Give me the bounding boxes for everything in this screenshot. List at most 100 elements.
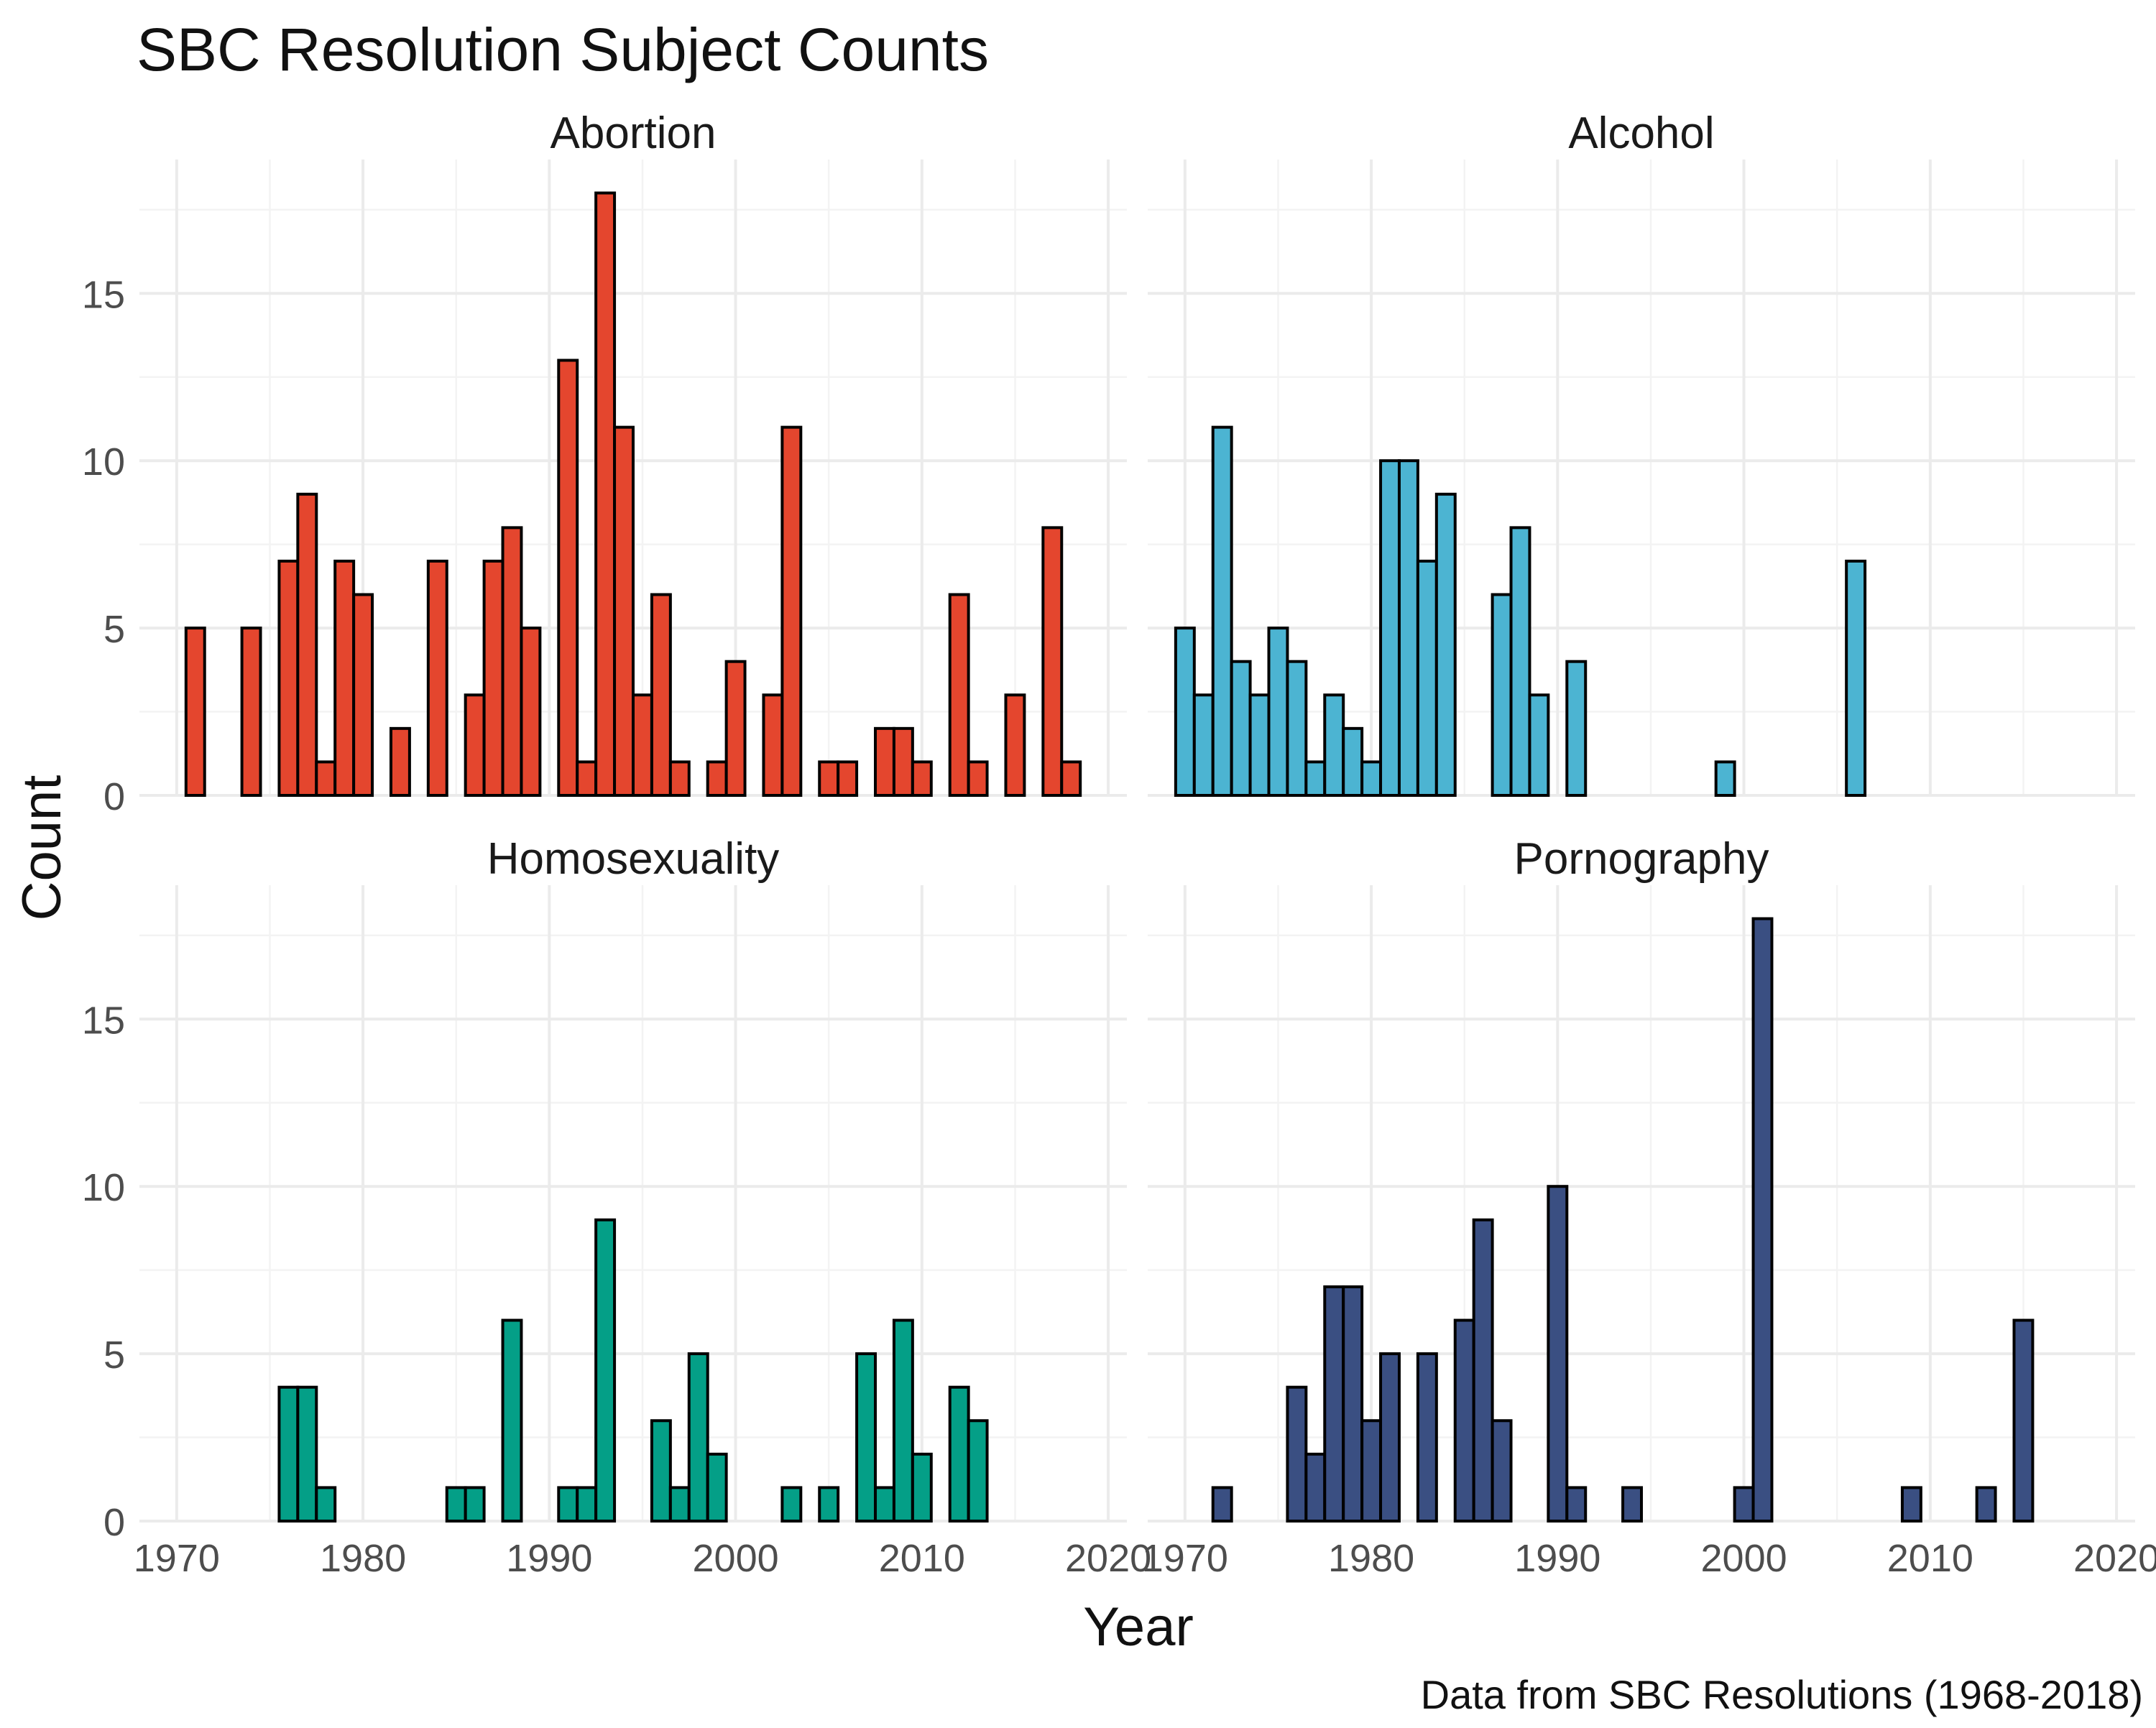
bar-alcohol-1970 <box>1174 627 1196 798</box>
x-tick-label: 2000 <box>1701 1537 1787 1580</box>
bar-homosexuality-2010 <box>911 1452 933 1523</box>
bar-abortion-1974 <box>240 627 262 798</box>
bar-alcohol-1988 <box>1509 526 1531 797</box>
bar-abortion-1992 <box>576 760 598 797</box>
bar-homosexuality-2008 <box>874 1486 895 1523</box>
bar-alcohol-1980 <box>1360 760 1383 797</box>
bar-abortion-2015 <box>1004 693 1026 798</box>
bar-abortion-2010 <box>911 760 933 797</box>
y-tick-label: 0 <box>103 1501 125 1544</box>
bar-alcohol-2006 <box>1845 559 1867 798</box>
x-tick-label: 2010 <box>879 1537 965 1580</box>
bar-homosexuality-1991 <box>557 1486 579 1523</box>
bar-homosexuality-2012 <box>948 1385 970 1523</box>
x-tick-label: 2020 <box>1065 1537 1151 1580</box>
bar-pornography-1986 <box>1472 1218 1494 1523</box>
bar-abortion-1982 <box>389 726 411 797</box>
x-tick-label: 2020 <box>2073 1537 2156 1580</box>
bar-homosexuality-1976 <box>277 1385 300 1523</box>
bar-abortion-2003 <box>780 425 803 797</box>
bar-abortion-2002 <box>762 693 784 798</box>
bar-alcohol-1976 <box>1286 660 1308 797</box>
bar-abortion-1980 <box>352 593 374 797</box>
x-tick-label: 1990 <box>506 1537 592 1580</box>
y-tick-label: 5 <box>103 608 125 651</box>
y-axis-title: Count <box>11 775 73 921</box>
x-tick-label: 1970 <box>1142 1537 1228 1580</box>
bar-alcohol-1977 <box>1304 760 1327 797</box>
caption: Data from SBC Resolutions (1968-2018) <box>1421 1672 2143 1717</box>
bar-homosexuality-1998 <box>687 1352 709 1523</box>
chart-title: SBC Resolution Subject Counts <box>137 16 989 83</box>
bar-pornography-2013 <box>1975 1486 1997 1523</box>
bar-alcohol-1978 <box>1323 693 1345 798</box>
bar-pornography-1985 <box>1453 1318 1475 1523</box>
bar-alcohol-1971 <box>1192 693 1215 798</box>
bar-abortion-1997 <box>668 760 691 797</box>
bar-homosexuality-1988 <box>501 1318 523 1523</box>
y-tick-label: 15 <box>82 273 125 316</box>
x-tick-label: 2010 <box>1887 1537 1973 1580</box>
bar-pornography-1983 <box>1416 1352 1438 1523</box>
bar-abortion-2018 <box>1060 760 1082 797</box>
bar-abortion-2009 <box>892 726 914 797</box>
bar-homosexuality-1986 <box>464 1486 486 1523</box>
bar-abortion-1977 <box>296 492 318 798</box>
bar-abortion-1976 <box>277 559 300 798</box>
y-tick-label: 10 <box>82 440 125 484</box>
panel-homosexuality: Homosexuality 0 5 10 15 1970 1980 1990 2000 2010 2… <box>82 834 1151 1580</box>
bar-homosexuality-2009 <box>892 1318 914 1523</box>
bar-pornography-2009 <box>1900 1486 1922 1523</box>
x-tick-label: 1980 <box>320 1537 406 1580</box>
bar-abortion-1996 <box>650 593 672 797</box>
bar-pornography-1987 <box>1491 1419 1513 1523</box>
facet-label-homosexuality: Homosexuality <box>487 834 780 884</box>
bar-alcohol-1982 <box>1397 459 1419 797</box>
bar-alcohol-1974 <box>1248 693 1271 798</box>
bar-abortion-2008 <box>874 726 895 797</box>
bar-homosexuality-1992 <box>576 1486 598 1523</box>
bar-abortion-2017 <box>1041 526 1064 797</box>
bar-pornography-2001 <box>1751 917 1774 1523</box>
x-tick-label: 1970 <box>134 1537 220 1580</box>
y-tick-label: 10 <box>82 1166 125 1209</box>
bar-abortion-1993 <box>594 191 617 798</box>
y-tick-label: 15 <box>82 999 125 1042</box>
bar-alcohol-1972 <box>1211 425 1233 797</box>
facet-label-alcohol: Alcohol <box>1568 108 1714 158</box>
bar-alcohol-1975 <box>1267 627 1289 798</box>
bar-pornography-1978 <box>1323 1285 1345 1523</box>
bar-pornography-1991 <box>1565 1486 1588 1523</box>
bar-abortion-1988 <box>501 526 523 797</box>
panel-abortion: Abortion 0 5 10 15 <box>82 108 1127 818</box>
bar-pornography-1979 <box>1342 1285 1364 1523</box>
facet-label-abortion: Abortion <box>550 108 717 158</box>
bar-alcohol-1991 <box>1565 660 1588 797</box>
bar-alcohol-1973 <box>1230 660 1252 797</box>
bar-alcohol-1981 <box>1379 459 1401 797</box>
bar-homosexuality-1999 <box>706 1452 728 1523</box>
bar-abortion-1987 <box>482 559 505 798</box>
bar-abortion-1991 <box>557 359 579 797</box>
bar-homosexuality-1978 <box>315 1486 337 1523</box>
bar-abortion-1984 <box>426 559 448 798</box>
bar-pornography-1990 <box>1547 1185 1569 1523</box>
bar-homosexuality-2005 <box>818 1486 840 1523</box>
bar-homosexuality-2007 <box>855 1352 877 1523</box>
bar-alcohol-1999 <box>1714 760 1736 797</box>
bar-abortion-1999 <box>706 760 728 797</box>
bar-abortion-2006 <box>837 760 859 797</box>
bar-alcohol-1987 <box>1491 593 1513 797</box>
bar-homosexuality-1993 <box>594 1218 617 1523</box>
bar-abortion-1978 <box>315 760 337 797</box>
facet-label-pornography: Pornography <box>1514 834 1769 884</box>
bar-abortion-2013 <box>967 760 989 797</box>
bar-homosexuality-1977 <box>296 1385 318 1523</box>
bar-alcohol-1989 <box>1528 693 1550 798</box>
bar-abortion-1995 <box>632 693 653 798</box>
panels-layer: Abortion 0 5 10 15 Alcohol Homosexuality 0 5 10 15… <box>82 108 2156 1580</box>
panel-pornography: Pornography 1970 1980 1990 2000 2010 2020 <box>1142 834 2156 1580</box>
bar-abortion-2012 <box>948 593 970 797</box>
